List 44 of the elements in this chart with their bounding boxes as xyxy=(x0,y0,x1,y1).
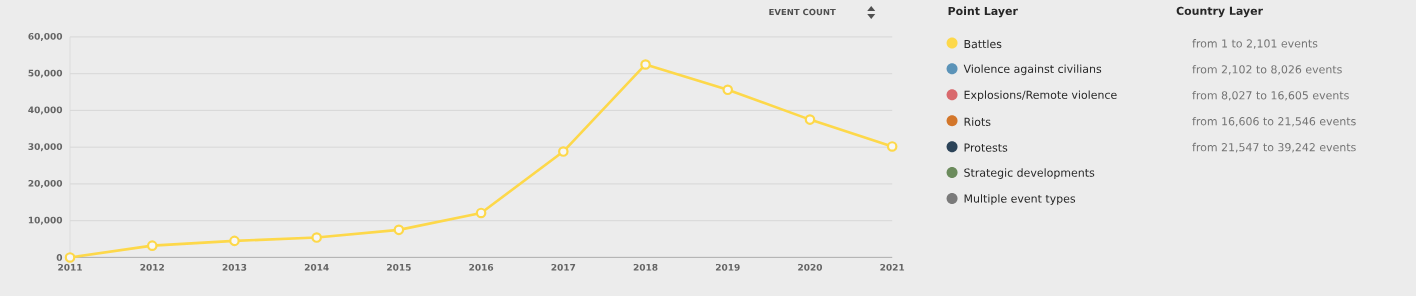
legend-label: Strategic developments xyxy=(964,168,1095,179)
point xyxy=(886,140,898,152)
text: from 21,547 to 39,242 events xyxy=(1192,142,1356,153)
point xyxy=(311,232,322,243)
x-tick-label: 2012 xyxy=(140,263,164,271)
text: from 1 to 2,101 events xyxy=(1192,38,1318,49)
legend-label: Battles xyxy=(964,39,1002,48)
text: from 2,102 to 8,026 events xyxy=(1192,64,1342,75)
text: from 16,606 to 21,546 events xyxy=(1192,116,1356,127)
x-tick-label: 2011 xyxy=(58,263,82,271)
y-tick-label: 50,000 xyxy=(28,69,63,78)
x-tick-label: 2014 xyxy=(304,263,329,271)
x-tick-label: 2013 xyxy=(222,263,247,271)
point xyxy=(64,251,76,263)
legend-title: Point Layer xyxy=(948,6,1018,18)
y-tick-label: 40,000 xyxy=(28,106,63,115)
x-tick-label: 2021 xyxy=(880,263,905,271)
point xyxy=(804,114,816,125)
point xyxy=(146,240,158,251)
point xyxy=(722,84,734,95)
x-tick-label: 2016 xyxy=(469,263,494,271)
x-tick-label: 2020 xyxy=(798,263,823,271)
point xyxy=(229,235,240,247)
x-tick-label: 2019 xyxy=(715,263,740,271)
text: EVENT COUNT xyxy=(769,8,836,16)
x-tick-label: 2015 xyxy=(387,263,411,271)
point xyxy=(640,59,651,70)
text: from 8,027 to 16,605 events xyxy=(1192,90,1349,101)
y-tick-label: 0 xyxy=(56,253,63,261)
point xyxy=(475,207,487,219)
text: Country Layer xyxy=(1176,6,1263,18)
legend-label: Explosions/Remote violence xyxy=(964,90,1117,101)
legend-label: Multiple event types xyxy=(964,194,1076,205)
y-tick-label: 30,000 xyxy=(28,143,63,151)
y-tick-label: 20,000 xyxy=(28,179,63,188)
legend-label: Riots xyxy=(964,117,991,126)
point xyxy=(393,224,405,235)
x-tick-label: 2018 xyxy=(633,263,658,271)
legend-label: Violence against civilians xyxy=(963,64,1102,75)
x-tick-label: 2017 xyxy=(551,263,576,271)
legend-label: Protests xyxy=(964,143,1008,152)
y-tick-label: 10,000 xyxy=(28,216,63,225)
y-tick-label: 60,000 xyxy=(28,32,63,41)
point xyxy=(558,146,569,157)
